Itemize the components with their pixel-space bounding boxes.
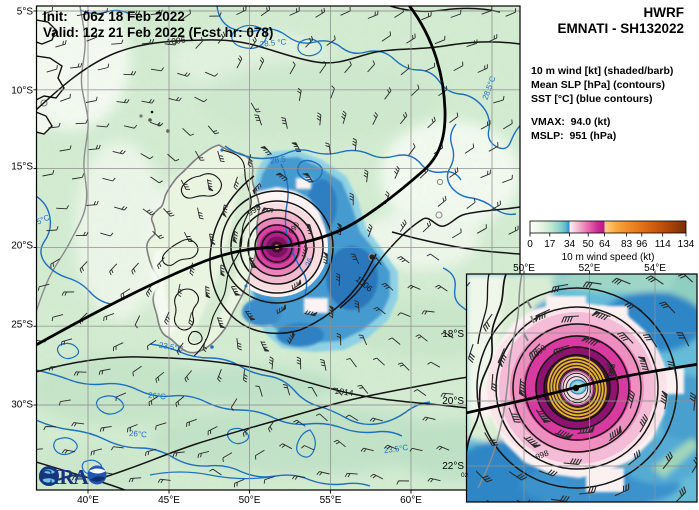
- svg-text:15°S: 15°S: [11, 162, 33, 173]
- svg-text:Init: 06z 18 Feb 2022: Init: 06z 18 Feb 2022: [43, 9, 185, 24]
- svg-text:40°E: 40°E: [77, 495, 99, 505]
- svg-text:83: 83: [621, 239, 633, 250]
- svg-text:50: 50: [583, 239, 595, 250]
- svg-text:64: 64: [599, 239, 611, 250]
- svg-text:22°S: 22°S: [442, 461, 464, 472]
- svg-text:26: 26: [303, 257, 314, 268]
- svg-text:50°E: 50°E: [513, 263, 535, 274]
- svg-text:10 m wind speed (kt): 10 m wind speed (kt): [562, 252, 655, 263]
- svg-text:30°S: 30°S: [11, 400, 33, 411]
- svg-text:MSLP: 951 (hPa): MSLP: 951 (hPa): [531, 130, 616, 142]
- svg-text:96: 96: [636, 239, 648, 250]
- svg-text:60°E: 60°E: [400, 495, 422, 505]
- svg-text:0: 0: [527, 239, 533, 250]
- svg-text:HWRF: HWRF: [644, 5, 685, 20]
- svg-text:20°S: 20°S: [442, 396, 464, 407]
- svg-text:54°E: 54°E: [644, 263, 666, 274]
- svg-text:134: 134: [678, 239, 695, 250]
- svg-text:17: 17: [544, 239, 556, 250]
- svg-text:28.5 °C: 28.5 °C: [259, 37, 287, 48]
- svg-text:Valid: 12z 21 Feb 2022 (Fcst h: Valid: 12z 21 Feb 2022 (Fcst hr: 078): [43, 25, 273, 40]
- svg-text:20°S: 20°S: [11, 241, 33, 252]
- svg-text:5°S: 5°S: [17, 7, 34, 18]
- svg-text:26°C: 26°C: [129, 429, 148, 440]
- svg-text:52°E: 52°E: [579, 263, 601, 274]
- svg-text:25°S: 25°S: [11, 320, 33, 331]
- svg-text:18°S: 18°S: [442, 329, 464, 340]
- svg-text:SST [°C] (blue contours): SST [°C] (blue contours): [531, 93, 652, 105]
- svg-text:10°S: 10°S: [11, 86, 33, 97]
- svg-text:1006: 1006: [166, 34, 186, 47]
- svg-text:998: 998: [534, 448, 550, 461]
- svg-text:Mean SLP [hPa] (contours): Mean SLP [hPa] (contours): [531, 79, 665, 91]
- svg-text:45°E: 45°E: [158, 495, 180, 505]
- svg-text:02: 02: [461, 472, 469, 479]
- svg-text:55°E: 55°E: [320, 495, 342, 505]
- svg-text:10 m wind [kt] (shaded/barb): 10 m wind [kt] (shaded/barb): [531, 65, 673, 77]
- svg-text:VMAX: 94.0 (kt): VMAX: 94.0 (kt): [531, 116, 610, 128]
- svg-text:114: 114: [655, 239, 671, 250]
- svg-text:EMNATI - SH132022: EMNATI - SH132022: [557, 21, 684, 36]
- svg-text:50°E: 50°E: [239, 495, 261, 505]
- svg-text:34: 34: [564, 239, 576, 250]
- svg-text:26°C: 26°C: [148, 391, 167, 402]
- svg-text:1014: 1014: [334, 385, 354, 398]
- svg-text:28.5: 28.5: [270, 154, 287, 165]
